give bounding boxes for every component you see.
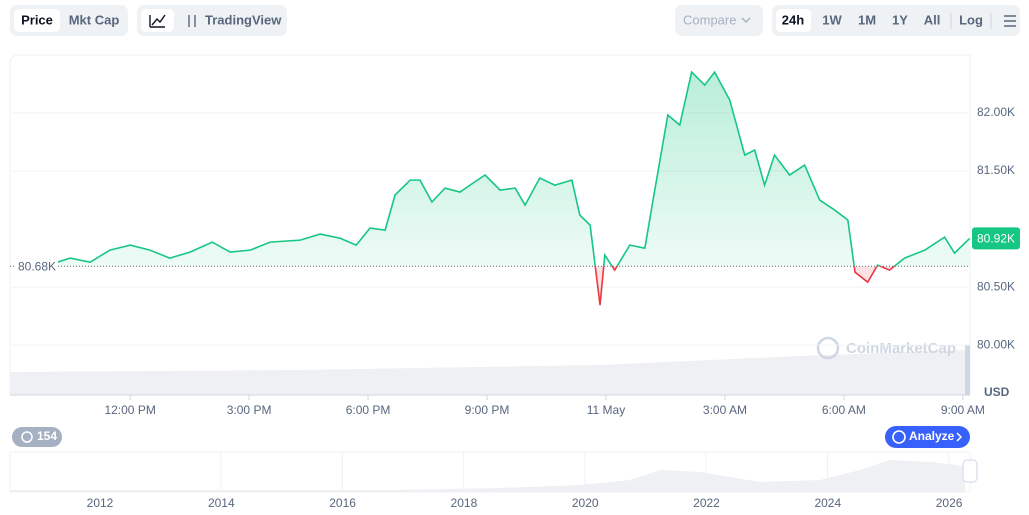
- range[interactable]: 24h: [782, 12, 804, 27]
- range[interactable]: 1Y: [892, 12, 908, 27]
- navigator-year: 2018: [451, 496, 478, 510]
- compare-button[interactable]: Compare: [683, 12, 736, 27]
- navigator-year: 2012: [87, 496, 114, 510]
- log-button[interactable]: Log: [959, 12, 983, 27]
- navigator-year: 2022: [693, 496, 720, 510]
- x-tick-label: 6:00 PM: [346, 403, 391, 417]
- history-icon: [21, 431, 33, 443]
- chevron: [956, 432, 963, 442]
- last-price-label: 80.92K: [977, 232, 1015, 246]
- range-group: [772, 5, 1020, 36]
- analyze-button[interactable]: [885, 426, 970, 448]
- volume-area: [10, 350, 965, 395]
- x-tick-label: 3:00 AM: [703, 403, 747, 417]
- tab[interactable]: Mkt Cap: [69, 12, 120, 27]
- watermark: CoinMarketCap: [846, 340, 956, 357]
- y-tick-label: 82.00K: [977, 105, 1015, 119]
- range-selected[interactable]: [776, 9, 811, 32]
- x-tick-label: 9:00 PM: [465, 403, 510, 417]
- tool-group: [137, 5, 287, 36]
- navigator-year: 2024: [814, 496, 841, 510]
- x-tick-label: 9:00 AM: [941, 403, 985, 417]
- x-tick-label: 11 May: [587, 403, 625, 417]
- last-price-badge: [972, 227, 1020, 250]
- x-tick-label: 3:00 PM: [227, 403, 272, 417]
- reference-label: 80.68K: [18, 259, 56, 273]
- navigator-handle[interactable]: [962, 459, 978, 483]
- navigator-area: [10, 460, 965, 492]
- line-button[interactable]: [141, 9, 174, 32]
- navigator-year: 2016: [329, 496, 356, 510]
- currency: USD: [984, 385, 1010, 399]
- tab[interactable]: Price: [21, 12, 53, 27]
- analyze-icon: [892, 430, 906, 444]
- y-tick-label: 80.00K: [977, 337, 1015, 351]
- settings-icon[interactable]: [1004, 15, 1016, 27]
- candle-icon: [188, 15, 196, 27]
- range[interactable]: 1W: [822, 12, 842, 27]
- chevron: [741, 17, 751, 24]
- navigator-year: 2026: [936, 496, 963, 510]
- price-line: [56, 70, 971, 267]
- x-tick-label: 6:00 AM: [822, 403, 866, 417]
- volume-edge: [965, 345, 970, 395]
- line-icon: [149, 14, 166, 28]
- range[interactable]: 1M: [858, 12, 876, 27]
- plot-frame: [9, 54, 971, 395]
- y-tick-label: 81.50K: [977, 163, 1015, 177]
- navigator-year: 2020: [572, 496, 599, 510]
- navigator-year: 2014: [208, 496, 235, 510]
- reference-label-bg: [14, 258, 58, 275]
- compare-box[interactable]: [675, 5, 763, 36]
- watermark-logo: [816, 336, 840, 360]
- range[interactable]: All: [924, 12, 941, 27]
- analyze-label[interactable]: Analyze: [909, 429, 955, 443]
- count: 154: [37, 429, 57, 443]
- y-tick-label: 80.50K: [977, 279, 1015, 293]
- tradingview-button[interactable]: TradingView: [205, 12, 282, 27]
- x-tick-label: 12:00 PM: [104, 403, 155, 417]
- area-up: [57, 72, 970, 267]
- tab-selected[interactable]: [14, 9, 60, 32]
